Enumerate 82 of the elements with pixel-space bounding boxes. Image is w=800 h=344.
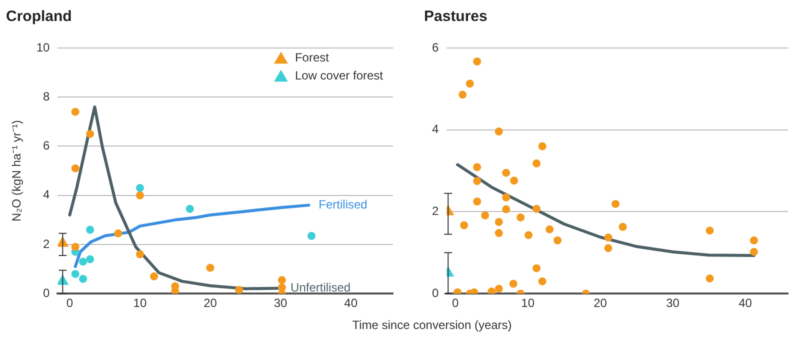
- point: [604, 244, 612, 252]
- y-tick-label: 4: [43, 188, 50, 202]
- y-tick-label: 0: [43, 286, 50, 300]
- series-label: Fertilised: [318, 197, 368, 212]
- point: [473, 198, 482, 206]
- y-tick-label: 0: [432, 286, 439, 300]
- point: [494, 218, 503, 226]
- x-tick-label: 10: [521, 296, 535, 310]
- point: [494, 128, 503, 136]
- y-tick-label: 6: [43, 138, 50, 153]
- x-tick-label: 0: [452, 296, 460, 310]
- point: [136, 184, 144, 192]
- point: [71, 242, 80, 251]
- point: [524, 231, 533, 240]
- point: [604, 234, 612, 242]
- point: [114, 229, 122, 238]
- y-tick-label: 6: [432, 40, 439, 54]
- point: [473, 163, 482, 172]
- chart-title: Pastures: [424, 8, 488, 26]
- point: [494, 284, 503, 293]
- point: [473, 177, 482, 186]
- point: [502, 205, 510, 214]
- y-axis-title: N₂O (kgN ha⁻¹ yr⁻¹): [10, 120, 24, 222]
- point: [509, 280, 518, 288]
- point: [516, 213, 525, 222]
- series-label: Unfertilised: [290, 280, 351, 295]
- point: [71, 164, 80, 172]
- point: [706, 274, 714, 282]
- point: [554, 236, 562, 244]
- y-tick-label: 10: [36, 40, 50, 54]
- point: [86, 226, 94, 234]
- point: [86, 255, 94, 264]
- x-tick-label: 30: [274, 296, 288, 310]
- point: [538, 142, 546, 150]
- point: [502, 193, 510, 202]
- point: [71, 270, 80, 278]
- y-tick-label: 2: [43, 236, 50, 251]
- point: [488, 288, 496, 294]
- point: [79, 274, 88, 283]
- point: [86, 130, 94, 138]
- x-tick-label: 20: [594, 296, 608, 310]
- point: [750, 236, 758, 244]
- x-tick-label: 10: [133, 296, 147, 310]
- y-tick-label: 4: [432, 122, 439, 136]
- point: [458, 90, 467, 99]
- point: [460, 221, 468, 230]
- point: [502, 168, 510, 177]
- point: [71, 108, 80, 116]
- point: [150, 272, 158, 280]
- point: [473, 58, 482, 66]
- point: [546, 225, 554, 234]
- point: [136, 250, 144, 258]
- legend-label: Low cover forest: [294, 68, 384, 82]
- point: [186, 204, 194, 213]
- point: [510, 176, 518, 185]
- x-tick-label: 40: [344, 296, 358, 310]
- point: [532, 159, 541, 168]
- y-tick-label: 2: [432, 204, 439, 218]
- point: [494, 229, 503, 238]
- x-tick-label: 40: [738, 296, 752, 310]
- point: [206, 264, 214, 272]
- chart-title: Cropland: [6, 8, 72, 26]
- point: [481, 211, 490, 220]
- point: [532, 204, 541, 213]
- point: [618, 222, 627, 231]
- point: [706, 226, 714, 235]
- point: [278, 276, 286, 284]
- point: [612, 200, 620, 208]
- point: [235, 286, 244, 294]
- point: [466, 80, 474, 88]
- point: [538, 277, 546, 286]
- point: [750, 248, 758, 256]
- point: [307, 232, 316, 240]
- point: [79, 258, 88, 266]
- x-tick-label: 20: [204, 296, 218, 310]
- legend-label: Forest: [294, 50, 330, 64]
- x-axis-title: Time since conversion (years): [351, 318, 513, 332]
- point: [532, 264, 541, 272]
- y-tick-label: 8: [43, 89, 50, 104]
- x-tick-label: 0: [66, 296, 74, 310]
- point: [136, 191, 144, 200]
- x-tick-label: 30: [666, 296, 680, 310]
